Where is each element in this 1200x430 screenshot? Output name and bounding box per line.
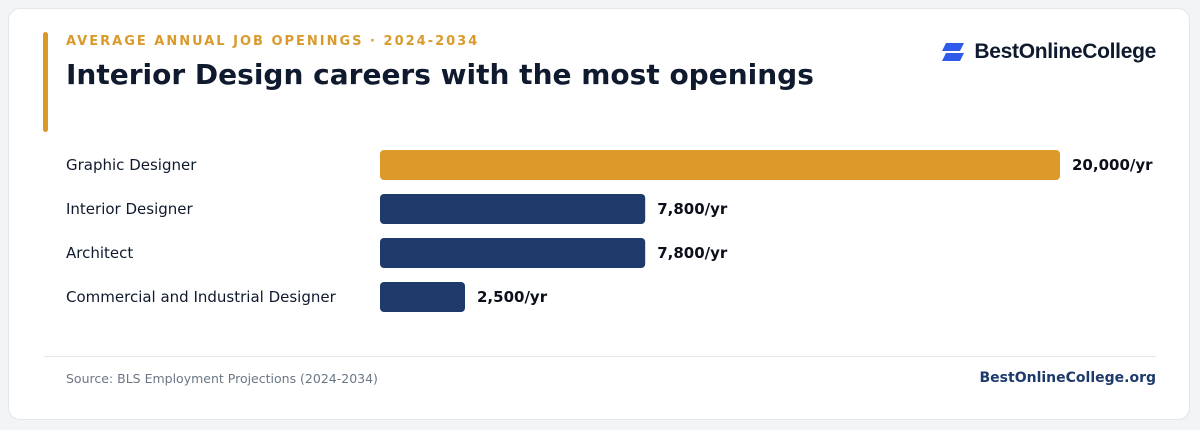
category-label: Interior Designer (66, 200, 194, 218)
value-label: 20,000/yr (1072, 156, 1153, 174)
bar (380, 238, 646, 268)
value-label: 2,500/yr (477, 288, 548, 306)
category-label: Architect (66, 244, 133, 262)
category-label: Commercial and Industrial Designer (66, 288, 337, 306)
brand-logo-icon (942, 43, 965, 61)
footer-divider (44, 356, 1156, 357)
bar (380, 194, 646, 224)
category-label: Graphic Designer (66, 156, 197, 174)
chart-eyebrow: AVERAGE ANNUAL JOB OPENINGS · 2024-2034 (66, 34, 480, 49)
value-label: 7,800/yr (657, 244, 728, 262)
bar (380, 282, 465, 312)
brand-logo: BestOnlineCollege (940, 40, 1156, 64)
brand-name: BestOnlineCollege (974, 40, 1156, 63)
value-label: 7,800/yr (657, 200, 728, 218)
header-accent-bar (43, 32, 48, 132)
chart-title: Interior Design careers with the most op… (66, 58, 814, 91)
source-note: Source: BLS Employment Projections (2024… (66, 371, 378, 386)
bar (380, 150, 1060, 180)
site-link[interactable]: BestOnlineCollege.org (979, 370, 1156, 386)
